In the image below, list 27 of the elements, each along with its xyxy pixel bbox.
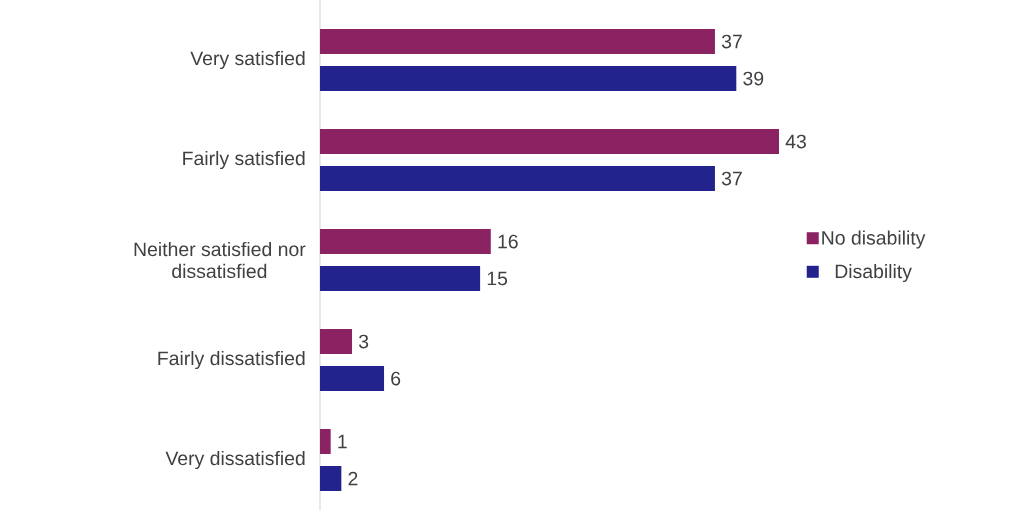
y-tick-label: Fairly satisfied (183, 150, 305, 170)
bar (320, 229, 491, 255)
y-tick-label: Neither satisfied nor dissatisfied (134, 241, 306, 279)
y-tick-label: Very satisfied (190, 50, 305, 70)
bar (320, 266, 481, 292)
bar (320, 66, 737, 92)
data-label: 43 (785, 134, 806, 149)
data-label: 37 (721, 171, 742, 186)
legend-label: No disability (822, 230, 926, 249)
data-label: 3 (358, 334, 369, 349)
bar (320, 129, 779, 155)
data-label: 1 (338, 434, 347, 449)
bar (320, 466, 342, 492)
bar (320, 329, 353, 355)
data-label: 6 (391, 371, 401, 386)
data-label: 39 (743, 71, 764, 86)
bar (320, 29, 715, 55)
data-label: 37 (721, 34, 742, 49)
y-tick-label: Very dissatisfied (165, 450, 305, 470)
data-label: 15 (487, 271, 508, 286)
bar (320, 166, 715, 192)
data-label: 16 (498, 234, 518, 249)
data-label: 2 (348, 471, 358, 486)
bar (320, 366, 385, 392)
legend-label: Disability (835, 264, 912, 283)
bar (320, 429, 331, 455)
y-tick-label: Fairly dissatisfied (158, 350, 305, 370)
